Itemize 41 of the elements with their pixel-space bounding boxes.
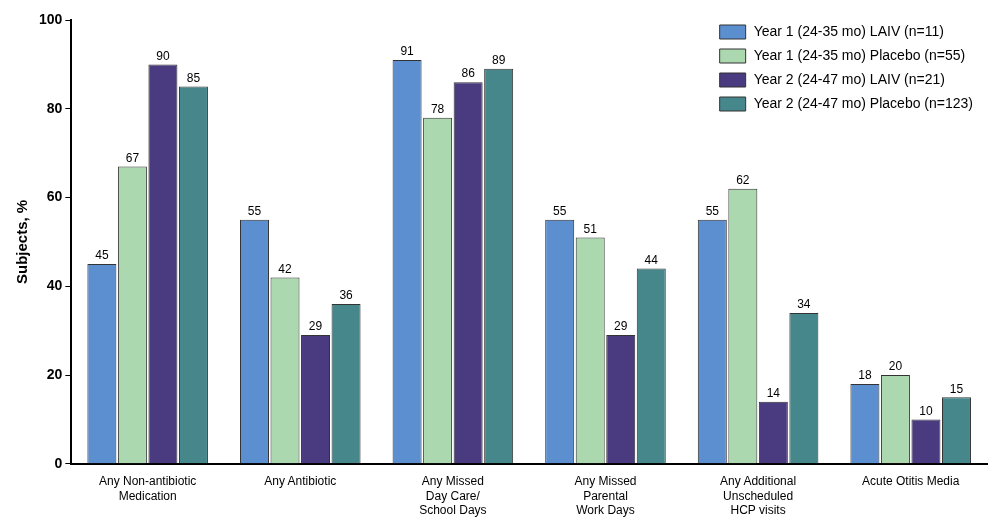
x-tick-label: Any Missed Day Care/ School Days	[419, 474, 487, 518]
data-label: 78	[430, 101, 445, 116]
y-tick-label: 40	[46, 277, 63, 294]
data-label: 67	[125, 150, 140, 165]
data-label: 62	[736, 172, 750, 187]
data-label: 20	[888, 359, 903, 374]
data-label: 55	[553, 204, 567, 219]
data-label: 42	[278, 261, 292, 276]
data-label: 29	[614, 319, 628, 334]
data-label: 36	[339, 288, 354, 303]
data-label: 91	[400, 44, 415, 59]
legend-label: Year 1 (24-35 mo) LAIV (n=11)	[753, 22, 944, 39]
data-label: 85	[186, 70, 201, 85]
y-tick-label: 60	[46, 188, 63, 205]
data-label: 44	[644, 252, 659, 267]
data-label: 90	[156, 48, 170, 63]
data-label: 14	[766, 385, 781, 400]
data-label: 15	[949, 381, 964, 396]
data-label: 29	[308, 319, 323, 334]
y-tick-label: 80	[46, 99, 63, 116]
x-tick-label: Any Additional Unscheduled HCP visits	[720, 474, 797, 518]
x-tick-label: Any Missed Parental Work Days	[574, 474, 637, 518]
data-label: 18	[858, 368, 872, 383]
data-label: 55	[705, 204, 720, 219]
x-tick-label: Any Antibiotic	[264, 474, 337, 489]
legend-label: Year 1 (24-35 mo) Placebo (n=55)	[753, 46, 966, 63]
data-label: 10	[919, 403, 933, 418]
y-tick-label: 0	[54, 454, 63, 471]
x-tick-label: Any Non-antibiotic Medication	[98, 474, 197, 503]
x-tick-label: Acute Otitis Media	[862, 474, 960, 489]
y-axis-title: Subjects, %	[13, 199, 31, 284]
data-label: 51	[583, 221, 598, 236]
data-label: 34	[797, 297, 811, 312]
data-label: 55	[247, 204, 262, 219]
legend-label: Year 2 (24-47 mo) LAIV (n=21)	[753, 70, 945, 87]
legend-label: Year 2 (24-47 mo) Placebo (n=123)	[753, 94, 974, 111]
data-label: 89	[491, 53, 506, 68]
y-tick-label: 20	[46, 365, 63, 382]
data-label: 86	[461, 66, 476, 81]
y-tick-label: 100	[39, 10, 63, 27]
data-label: 45	[95, 248, 109, 263]
